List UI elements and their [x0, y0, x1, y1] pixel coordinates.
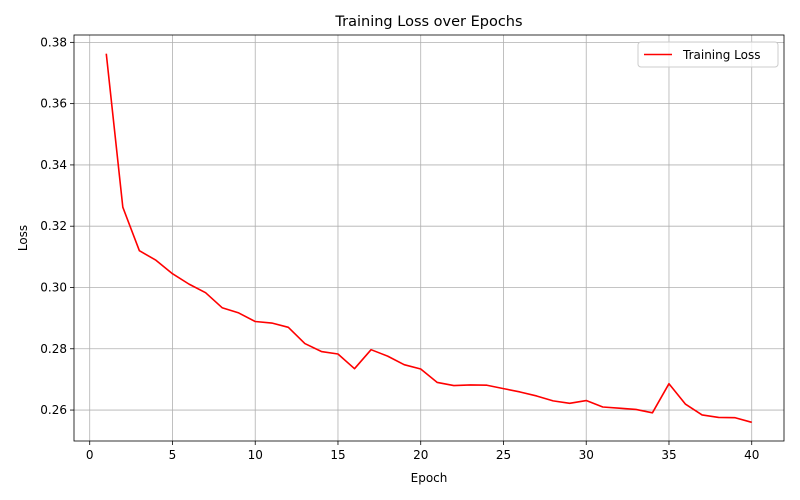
x-tick-label: 20 [413, 448, 428, 462]
chart-title: Training Loss over Epochs [334, 14, 522, 30]
y-tick-label: 0.26 [40, 403, 67, 417]
legend: Training Loss [637, 41, 779, 68]
y-tick-label: 0.28 [40, 342, 67, 356]
x-tick-label: 15 [330, 448, 345, 462]
x-tick-label: 30 [579, 448, 594, 462]
y-tick-label: 0.36 [40, 97, 67, 111]
y-tick-label: 0.32 [40, 219, 67, 233]
plot-frame [73, 34, 785, 442]
legend-box [637, 41, 779, 68]
y-axis-label: Loss [16, 225, 30, 251]
legend-label: Training Loss [682, 48, 760, 62]
series-layer [105, 53, 752, 424]
x-tick-label: 10 [248, 448, 263, 462]
grid-lines [74, 35, 784, 441]
y-tick-label: 0.38 [40, 35, 67, 49]
y-tick-label: 0.30 [40, 280, 67, 294]
x-axis-label: Epoch [411, 471, 448, 485]
x-tick-label: 35 [661, 448, 676, 462]
y-tick-label: 0.34 [40, 158, 67, 172]
x-tick-label: 0 [86, 448, 94, 462]
series-line-training-loss [105, 53, 752, 424]
x-tick-label: 25 [496, 448, 511, 462]
axis-ticks: 0 5 10 15 20 25 30 35 40 0.26 0.28 0.30 0.32 0.34 0.36… [40, 35, 759, 462]
x-tick-label: 5 [169, 448, 177, 462]
x-tick-label: 40 [744, 448, 759, 462]
